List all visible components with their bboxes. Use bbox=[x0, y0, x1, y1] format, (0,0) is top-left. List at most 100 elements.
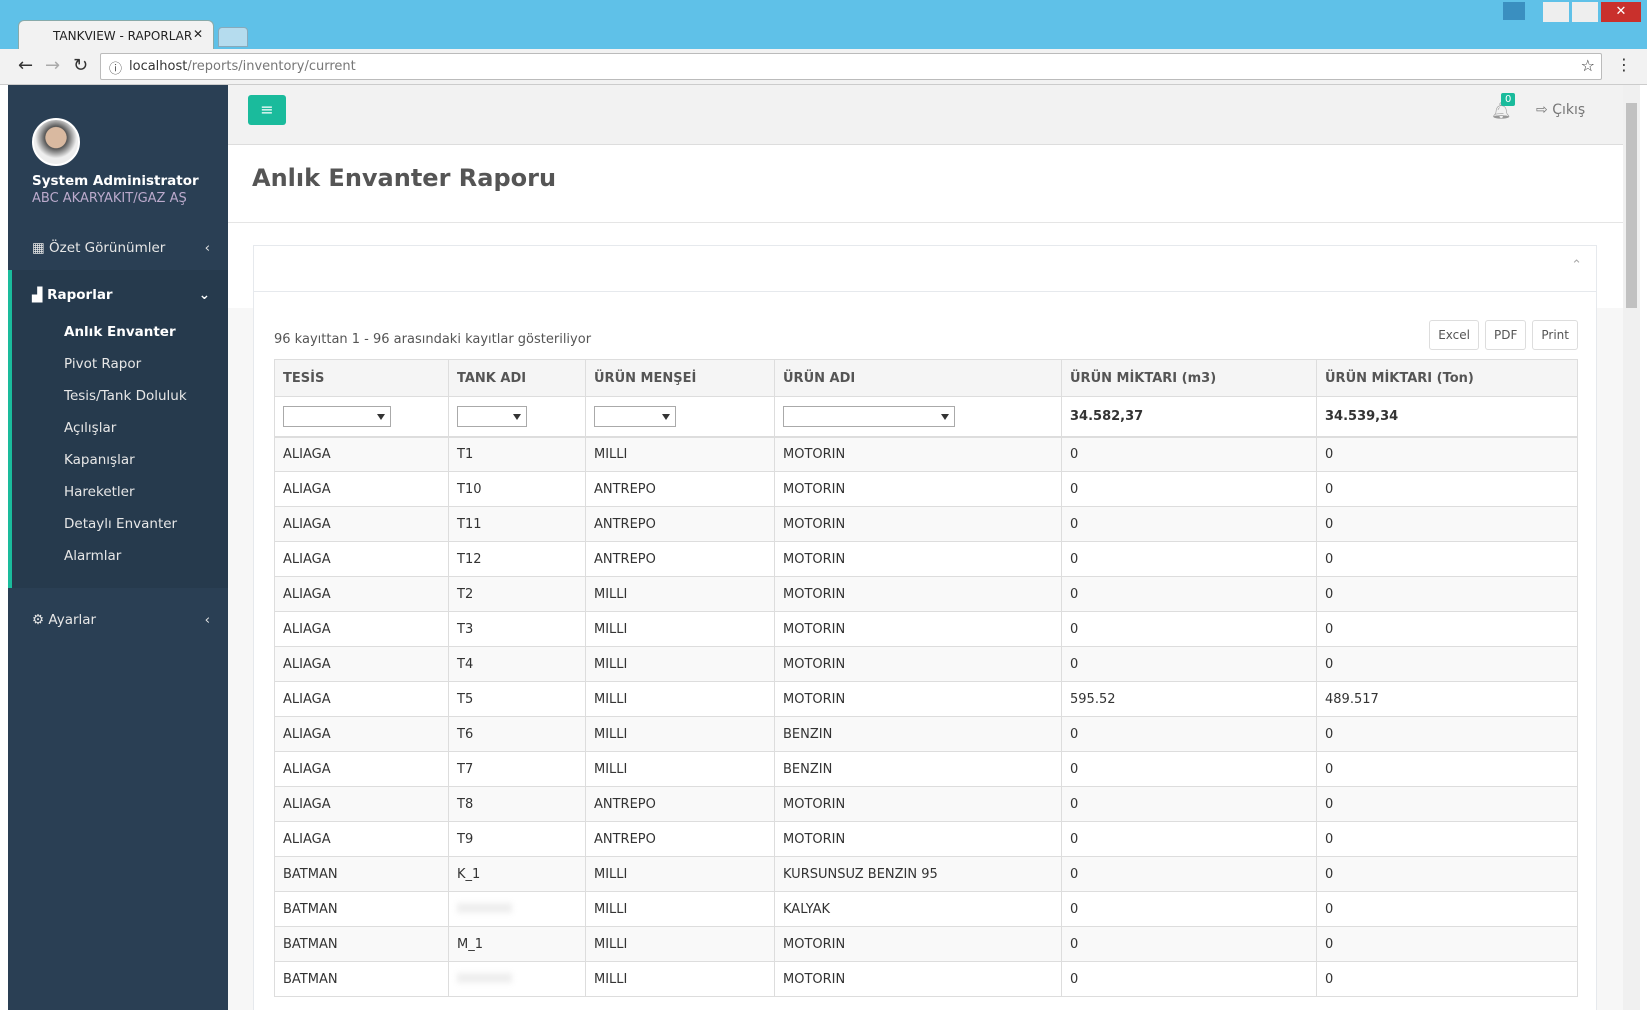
table-cell: ALIAGA bbox=[274, 576, 449, 612]
table-head: TESİS TANK ADI ÜRÜN MENŞEİ ÜRÜN ADI ÜRÜN MİK… bbox=[274, 359, 1578, 437]
total-cell: 34.539,34 bbox=[1316, 396, 1578, 437]
submenu-item[interactable]: Açılışlar bbox=[64, 420, 117, 436]
table-row: ALIAGA T3 MILLI MOTORIN 0 0 bbox=[274, 611, 1578, 647]
submenu-item[interactable]: Alarmlar bbox=[64, 548, 122, 564]
table-cell: BENZIN bbox=[774, 751, 1062, 787]
user-button[interactable] bbox=[1503, 2, 1525, 20]
table-cell: ALIAGA bbox=[274, 681, 449, 717]
menu-item[interactable]: ▦ Özet Görünümler ‹ bbox=[32, 240, 210, 256]
main-content: ≡ 🔔︎ 0 ⇨ Çıkış Anlık Envanter Raporu ⌃ 9… bbox=[228, 85, 1623, 1010]
table-row: ALIAGA T10 ANTREPO MOTORIN 0 0 bbox=[274, 471, 1578, 507]
table-cell: 0 bbox=[1061, 786, 1317, 822]
url-path: /reports/inventory/current bbox=[187, 59, 356, 74]
back-button[interactable]: ← bbox=[18, 55, 34, 76]
filter-select[interactable] bbox=[594, 405, 676, 427]
records-info: 96 kayıttan 1 - 96 arasındaki kayıtlar g… bbox=[274, 332, 592, 347]
submenu-item[interactable]: Anlık Envanter bbox=[64, 324, 176, 340]
url-field[interactable]: localhost/reports/inventory/current ⓘ ☆ bbox=[100, 53, 1602, 80]
menu-toggle[interactable]: ≡ bbox=[248, 95, 286, 125]
table-cell: M_1 bbox=[448, 926, 586, 962]
filter-select[interactable] bbox=[283, 405, 391, 427]
scrollbar bbox=[1623, 85, 1640, 1010]
tab-title: TANKVIEW - RAPORLAR bbox=[53, 29, 193, 43]
minimize-button[interactable] bbox=[1543, 2, 1569, 22]
table-cell: MILLI bbox=[585, 856, 775, 892]
tab-close[interactable]: ✕ bbox=[192, 27, 203, 41]
table-cell: 0 bbox=[1061, 961, 1317, 997]
column-header: ÜRÜN MİKTARI (m3) bbox=[1061, 359, 1317, 397]
table-cell: 0 bbox=[1316, 611, 1578, 647]
table-cell: ANTREPO bbox=[585, 506, 775, 542]
table-cell: BATMAN bbox=[274, 961, 449, 997]
table-cell: 0 bbox=[1061, 891, 1317, 927]
table-cell: T4 bbox=[448, 646, 586, 682]
logout-link[interactable]: ⇨ Çıkış bbox=[1536, 102, 1586, 118]
table-row: BATMAN K_1 MILLI KURSUNSUZ BENZIN 95 0 0 bbox=[274, 856, 1578, 892]
table-cell: MOTORIN bbox=[774, 961, 1062, 997]
browser-menu[interactable]: ⋮ bbox=[1616, 55, 1632, 74]
table-cell: 0 bbox=[1061, 541, 1317, 577]
submenu-item[interactable]: Kapanışlar bbox=[64, 452, 135, 468]
forward-button[interactable]: → bbox=[45, 55, 61, 76]
redacted bbox=[457, 972, 512, 983]
table-cell: MILLI bbox=[585, 576, 775, 612]
table-row: ALIAGA T6 MILLI BENZIN 0 0 bbox=[274, 716, 1578, 752]
export-button[interactable]: Print bbox=[1532, 320, 1578, 350]
sidebar: System Administrator ABC AKARYAKIT/GAZ A… bbox=[8, 85, 228, 1010]
table-cell: ALIAGA bbox=[274, 786, 449, 822]
table-cell: 0 bbox=[1316, 436, 1578, 472]
table-row: ALIAGA T2 MILLI MOTORIN 0 0 bbox=[274, 576, 1578, 612]
submenu-item[interactable]: Detaylı Envanter bbox=[64, 516, 178, 532]
new-tab[interactable] bbox=[218, 27, 248, 47]
table-cell: ALIAGA bbox=[274, 611, 449, 647]
filter-select[interactable] bbox=[457, 405, 527, 427]
scroll-thumb[interactable] bbox=[1626, 103, 1637, 308]
close-button[interactable]: ✕ bbox=[1601, 2, 1641, 22]
table-cell: MOTORIN bbox=[774, 786, 1062, 822]
window-titlebar: ✕ TANKVIEW - RAPORLAR ✕ bbox=[0, 0, 1647, 49]
table-cell: MILLI bbox=[585, 716, 775, 752]
table-cell: T6 bbox=[448, 716, 586, 752]
menu-item[interactable]: ▟ Raporlar ⌄ bbox=[32, 287, 210, 303]
table-cell: ANTREPO bbox=[585, 541, 775, 577]
collapse-button[interactable]: ⌃ bbox=[1571, 258, 1582, 273]
user-name: System Administrator bbox=[32, 173, 199, 189]
table-cell: T8 bbox=[448, 786, 586, 822]
export-button[interactable]: PDF bbox=[1485, 320, 1527, 350]
submenu-item[interactable]: Tesis/Tank Doluluk bbox=[64, 388, 187, 404]
table-cell: T1 bbox=[448, 436, 586, 472]
table-cell: 0 bbox=[1316, 506, 1578, 542]
table-cell: MOTORIN bbox=[774, 506, 1062, 542]
table-cell: MOTORIN bbox=[774, 646, 1062, 682]
table-cell: 0 bbox=[1061, 436, 1317, 472]
table-cell: MOTORIN bbox=[774, 541, 1062, 577]
export-button[interactable]: Excel bbox=[1429, 320, 1479, 350]
table-cell bbox=[448, 961, 586, 997]
menu-item[interactable]: ⚙ Ayarlar ‹ bbox=[32, 612, 210, 628]
bookmark-star[interactable]: ☆ bbox=[1580, 56, 1595, 75]
table-cell: 0 bbox=[1061, 821, 1317, 857]
filter-cell bbox=[585, 396, 775, 437]
table-row: ALIAGA T1 MILLI MOTORIN 0 0 bbox=[274, 436, 1578, 472]
info-icon: ⓘ bbox=[109, 62, 123, 77]
table-row: BATMAN MILLI MOTORIN 0 0 bbox=[274, 961, 1578, 997]
reload-button[interactable]: ↻ bbox=[73, 55, 89, 76]
table-cell: 0 bbox=[1061, 751, 1317, 787]
browser-tab[interactable]: TANKVIEW - RAPORLAR ✕ bbox=[18, 20, 214, 49]
total-cell: 34.582,37 bbox=[1061, 396, 1317, 437]
filter-select[interactable] bbox=[783, 405, 955, 427]
table-cell: MOTORIN bbox=[774, 926, 1062, 962]
table-cell: MOTORIN bbox=[774, 576, 1062, 612]
table-cell: 0 bbox=[1316, 926, 1578, 962]
table-cell: 0 bbox=[1316, 471, 1578, 507]
header-row: TESİS TANK ADI ÜRÜN MENŞEİ ÜRÜN ADI ÜRÜN MİK… bbox=[274, 359, 1578, 397]
divider bbox=[228, 222, 1623, 223]
maximize-button[interactable] bbox=[1572, 2, 1598, 22]
submenu-item[interactable]: Hareketler bbox=[64, 484, 135, 500]
table-cell: ALIAGA bbox=[274, 821, 449, 857]
submenu-item[interactable]: Pivot Rapor bbox=[64, 356, 142, 372]
table-cell: 489.517 bbox=[1316, 681, 1578, 717]
company-name: ABC AKARYAKIT/GAZ AŞ bbox=[32, 191, 187, 206]
data-table: TESİS TANK ADI ÜRÜN MENŞEİ ÜRÜN ADI ÜRÜN MİK… bbox=[274, 359, 1578, 997]
